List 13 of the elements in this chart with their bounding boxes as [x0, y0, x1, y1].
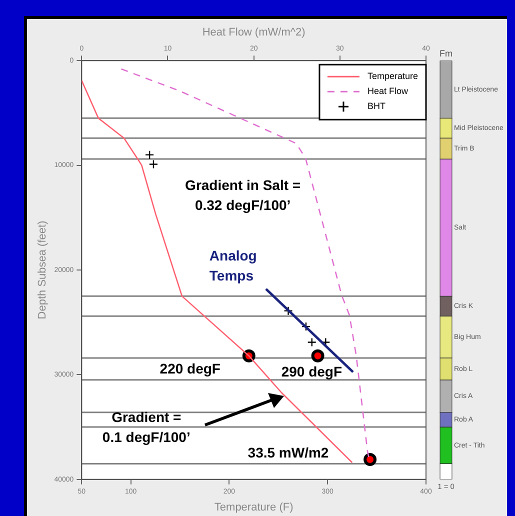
annotation: 290 degF	[281, 363, 342, 380]
annotation: Analog Temps	[209, 247, 257, 284]
annotation: 220 degF	[160, 360, 221, 377]
legend-label: Heat Flow	[367, 86, 408, 96]
annotation: 33.5 mW/m2	[248, 444, 329, 461]
y-axis-title: Depth Subsea (feet)	[36, 220, 49, 320]
legend-label: Temperature	[367, 71, 418, 82]
chart-title: Fm	[440, 48, 452, 59]
annotation: Gradient in Salt = 0.32 degF/100’	[185, 177, 301, 214]
annotation: Gradient = 0.1 degF/100’	[102, 409, 190, 446]
x-axis-title: Temperature (F)	[214, 501, 294, 514]
legend-label: BHT	[367, 101, 386, 112]
x2-axis-title: Heat Flow (mW/m^2)	[202, 26, 306, 39]
